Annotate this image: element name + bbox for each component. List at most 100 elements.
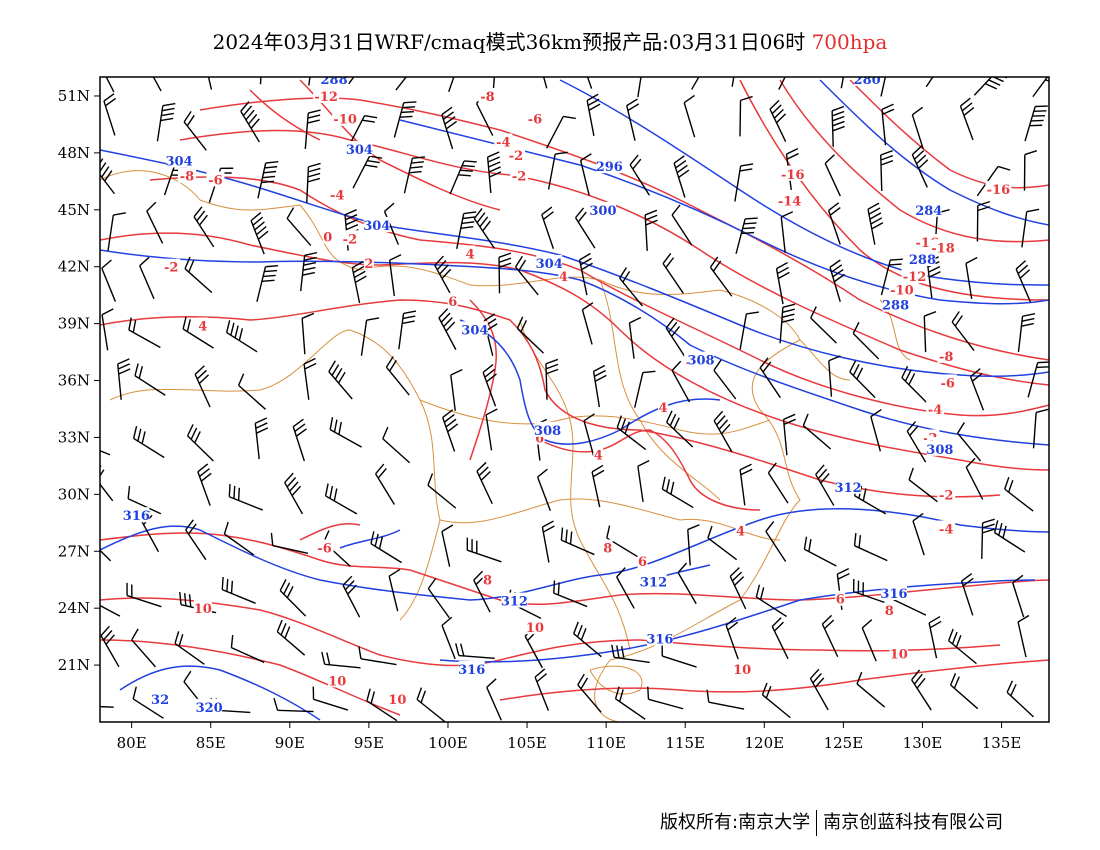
wind-barb-shaft: [981, 522, 984, 559]
wind-barb-shaft: [385, 366, 410, 396]
wind-barb-flag: [442, 111, 455, 120]
wind-barb-flag: [661, 476, 666, 490]
wind-barb-flag: [162, 102, 176, 107]
wind-barb-flag: [718, 419, 729, 430]
height-label: 296: [596, 160, 623, 175]
wind-barb-flag: [575, 207, 585, 219]
wind-barb-flag: [670, 481, 675, 495]
lon-tick-label: 110E: [586, 734, 626, 752]
wind-barb-flag: [620, 418, 627, 431]
wind-barb-flag: [444, 116, 456, 125]
wind-barb-shaft: [861, 627, 877, 662]
wind-barbs: [74, 52, 1049, 722]
copyright-footer: 版权所有:南京大学 南京创蓝科技有限公司: [660, 808, 1003, 836]
wind-barb-shaft: [182, 328, 214, 349]
wind-barb-shaft: [683, 102, 696, 138]
height-label-bg: [458, 660, 485, 676]
wind-barb-flag: [443, 413, 455, 423]
wind-barb-shaft: [306, 166, 310, 203]
temperature-label-bg: [534, 429, 545, 445]
wind-barb-flag: [345, 214, 358, 221]
wind-barb-flag: [716, 415, 726, 426]
wind-barb-flag: [947, 628, 954, 642]
wind-barb-shaft: [926, 262, 933, 298]
height-label-bg: [363, 216, 390, 232]
wind-barb-flag: [385, 356, 394, 368]
wind-barb-flag: [832, 115, 845, 122]
wind-barb-shaft: [328, 371, 353, 400]
wind-barb-flag: [961, 102, 973, 112]
wind-barb-shaft: [579, 160, 590, 196]
wind-barb-shaft: [626, 105, 636, 141]
wind-barb-shaft: [398, 313, 405, 350]
wind-barb-flag: [1006, 680, 1014, 693]
wind-barb-flag: [984, 82, 998, 90]
temperature-label-bg: [735, 522, 746, 538]
lon-tick-label: 125E: [824, 734, 864, 752]
height-label-bg: [461, 321, 488, 337]
wind-barb-flag: [955, 635, 962, 648]
temperature-label-bg: [494, 133, 513, 149]
wind-barb-flag: [832, 269, 844, 278]
wind-barb-flag: [581, 52, 591, 60]
wind-barb-flag: [909, 425, 919, 436]
wind-barb-shaft: [852, 332, 880, 360]
wind-barb-flag: [447, 423, 459, 433]
wind-barb-shaft: [301, 318, 306, 355]
wind-barb-flag: [484, 368, 496, 378]
wind-barb-flag: [478, 466, 489, 477]
temperature-label-bg: [593, 446, 604, 462]
wind-barb-shaft: [299, 255, 306, 292]
temperature-label: -4: [939, 523, 953, 538]
wind-barb-flag: [782, 303, 796, 308]
wind-barb-flag: [186, 319, 192, 332]
wind-barb-shaft: [100, 635, 120, 668]
wind-barb-flag: [89, 528, 95, 539]
wind-barb-shaft: [313, 698, 349, 711]
temperature-label-bg: [637, 552, 648, 568]
wind-barb-shaft: [853, 590, 888, 605]
wind-barb-flag: [619, 267, 628, 279]
temperature-label-bg: [889, 645, 908, 661]
wind-barb-flag: [565, 529, 568, 543]
wind-barb-shaft: [286, 218, 312, 247]
wind-barb-flag: [881, 103, 894, 111]
wind-barb-flag: [74, 694, 78, 706]
wind-barb-flag: [261, 279, 275, 283]
wind-barb-shaft: [821, 623, 839, 658]
wind-barb-shaft: [1017, 316, 1024, 353]
wind-barb-flag: [537, 468, 548, 478]
wind-barb-flag: [759, 357, 769, 369]
wind-barb-shaft: [383, 211, 400, 245]
wind-barb-shaft: [616, 427, 647, 451]
wind-barb-shaft: [809, 678, 829, 711]
wind-barb-flag: [482, 220, 491, 232]
wind-barb-flag: [911, 106, 924, 116]
wind-barb-flag: [132, 319, 137, 333]
inner-border-2: [439, 498, 781, 541]
wind-barb-flag: [824, 619, 835, 630]
temperature-label: 10: [526, 621, 544, 636]
wind-barb-flag: [727, 621, 739, 631]
wind-barb-shaft: [827, 210, 841, 245]
plot-frame: [99, 76, 1050, 723]
wind-barb-shaft: [105, 77, 115, 93]
wind-barb-shaft: [824, 163, 841, 197]
wind-barb-shaft: [442, 417, 456, 452]
wind-barb-flag: [534, 668, 546, 678]
temperature-label: -2: [343, 232, 357, 247]
temperature-label-bg: [328, 672, 347, 688]
wind-barb-shaft: [516, 327, 545, 354]
wind-barb-flag: [713, 410, 724, 422]
wind-barb-flag: [1024, 150, 1038, 156]
wind-barb-flag: [781, 318, 795, 323]
wind-barb-flag: [367, 59, 379, 63]
wind-barb-flag: [616, 645, 620, 659]
wind-barb-flag: [880, 150, 893, 156]
wind-barb-shaft: [360, 658, 397, 666]
wind-barb-flag: [831, 105, 845, 112]
wind-barb-shaft: [231, 646, 265, 664]
temperature-label-bg: [937, 520, 956, 536]
wind-barb-shaft: [957, 432, 982, 462]
